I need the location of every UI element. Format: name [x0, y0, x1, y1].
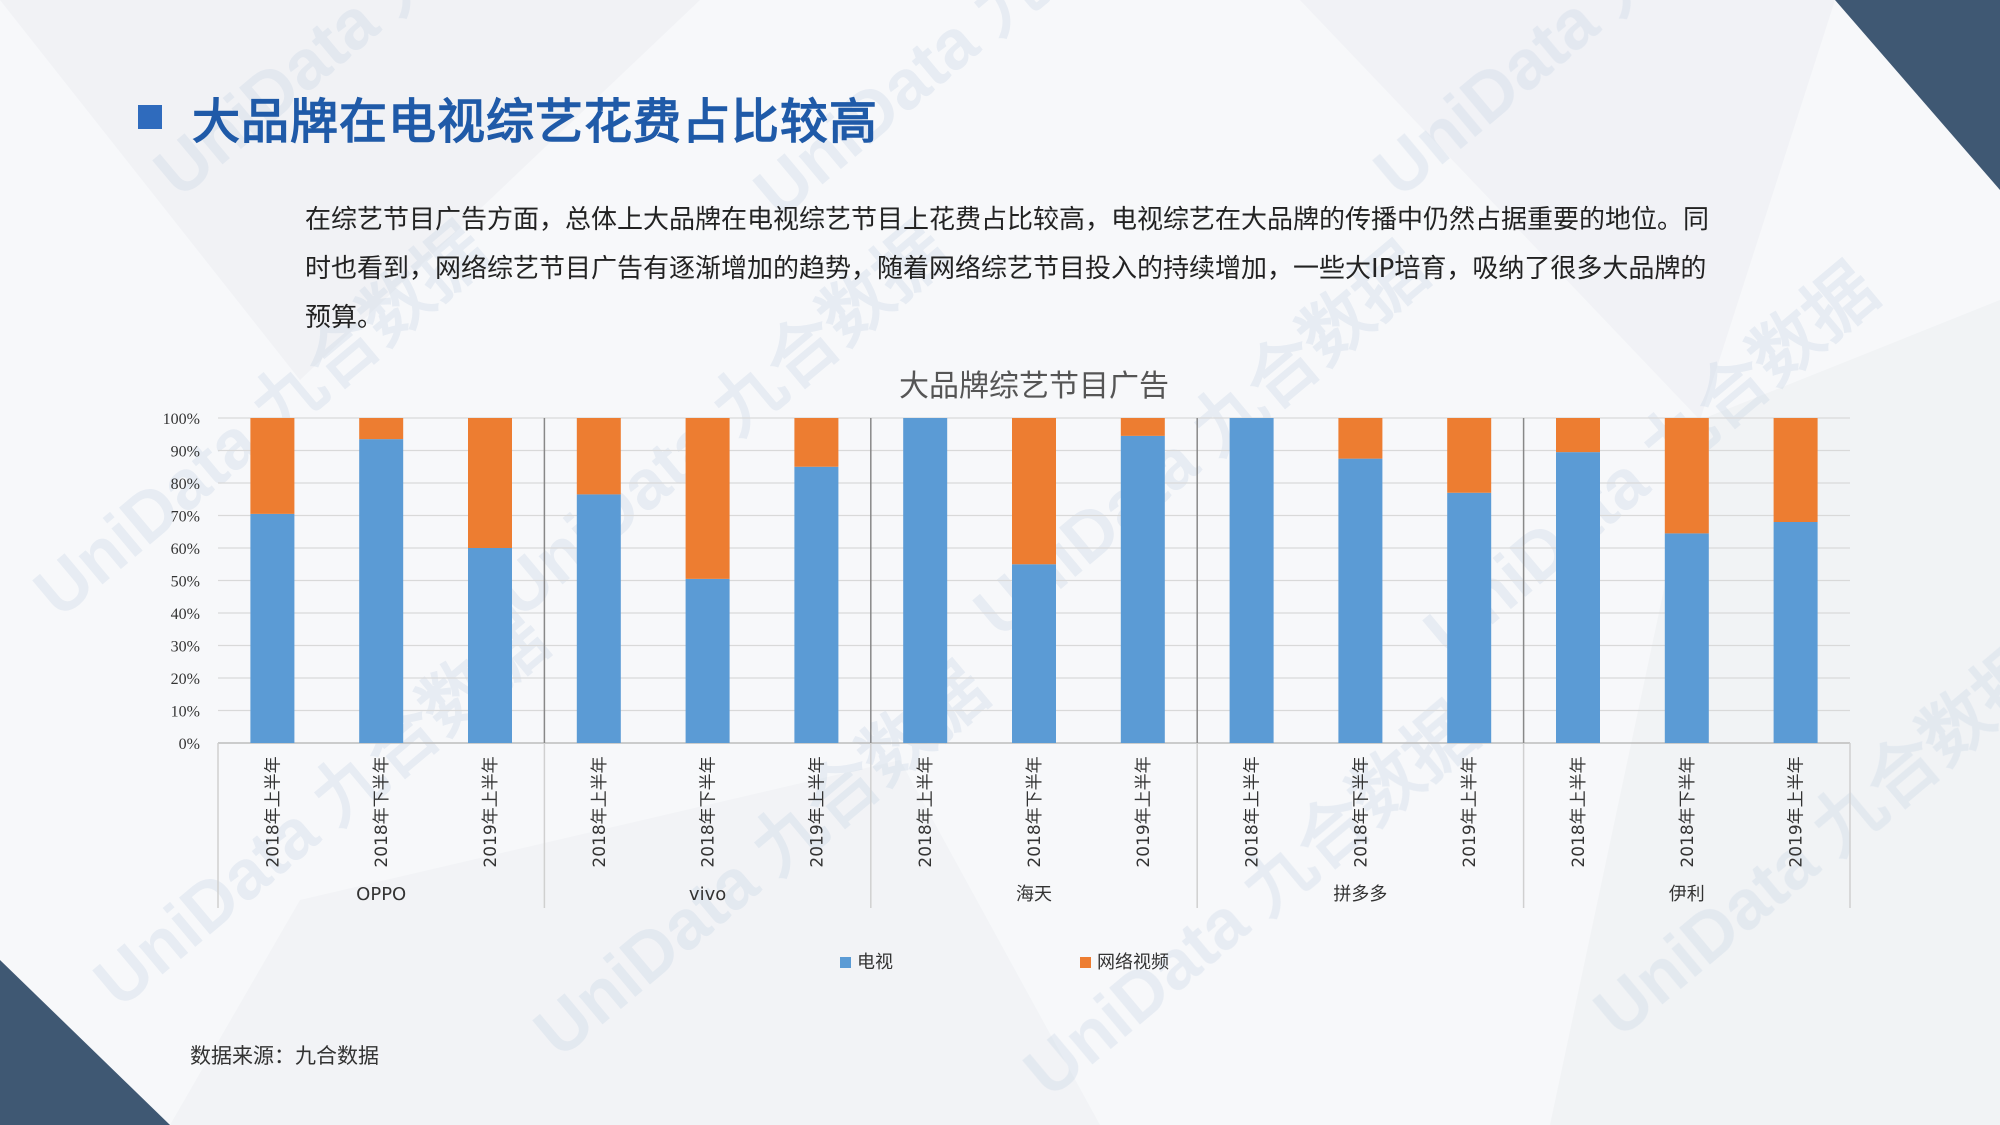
corner-decoration-bottom-left — [0, 960, 170, 1125]
x-tick-label: 2019年上半年 — [1460, 756, 1480, 867]
title-bullet — [138, 105, 162, 129]
legend-swatch — [1080, 957, 1091, 968]
y-tick-label: 30% — [171, 639, 200, 656]
bar-online — [1120, 418, 1165, 436]
bar-tv — [1447, 492, 1492, 743]
y-tick-label: 50% — [171, 574, 200, 591]
description-paragraph: 在综艺节目广告方面，总体上大品牌在电视综艺节目上花费占比较高，电视综艺在大品牌的… — [305, 205, 1710, 333]
bar-tv — [576, 494, 621, 743]
bar-online — [1556, 418, 1600, 453]
bar-tv — [1773, 522, 1818, 743]
bar-tv — [468, 548, 512, 743]
bar-online — [468, 418, 512, 548]
bar-tv — [1338, 458, 1383, 743]
x-tick-label: 2018年上半年 — [590, 756, 610, 867]
bar-tv — [359, 439, 404, 743]
y-tick-label: 40% — [171, 606, 200, 623]
x-tick-label: 2019年上半年 — [481, 756, 501, 867]
bar-tv — [1120, 435, 1165, 743]
page-header: 大品牌在电视综艺花费占比较高 — [138, 82, 878, 152]
y-tick-label: 20% — [171, 671, 200, 688]
page-title: 大品牌在电视综艺花费占比较高 — [192, 94, 879, 150]
bar-online — [1447, 418, 1492, 493]
x-tick-label: 2018年上半年 — [916, 756, 936, 867]
group-label: 海天 — [1016, 884, 1052, 905]
bar-online — [359, 418, 404, 440]
x-tick-label: 2019年上半年 — [807, 756, 827, 867]
bar-online — [685, 418, 730, 579]
bar-tv — [794, 466, 839, 743]
chart-title: 大品牌综艺节目广告 — [899, 369, 1169, 404]
bar-online — [1338, 418, 1383, 459]
y-tick-label: 0% — [179, 736, 200, 753]
bar-tv — [685, 578, 730, 743]
x-tick-label: 2018年上半年 — [1243, 756, 1263, 867]
bar-tv — [1012, 564, 1056, 743]
legend-label: 网络视频 — [1097, 952, 1169, 973]
x-tick-label: 2018年下半年 — [699, 756, 719, 867]
group-label: 伊利 — [1669, 884, 1705, 905]
bar-tv — [1556, 452, 1600, 743]
bar-online — [250, 418, 295, 514]
x-tick-label: 2019年上半年 — [1787, 756, 1807, 867]
x-tick-label: 2018年下半年 — [1025, 756, 1045, 867]
x-tick-label: 2018年上半年 — [1569, 756, 1589, 867]
bar-online — [1664, 418, 1709, 534]
bar-tv — [903, 418, 948, 743]
legend-label: 电视 — [857, 952, 893, 973]
bar-tv — [250, 513, 295, 743]
group-label: vivo — [689, 884, 726, 905]
y-tick-label: 10% — [171, 704, 200, 721]
bar-tv — [1664, 533, 1709, 743]
y-tick-label: 70% — [171, 509, 200, 526]
bar-online — [794, 418, 839, 467]
bar-tv — [1229, 418, 1274, 743]
bar-online — [576, 418, 621, 495]
x-tick-label: 2018年上半年 — [263, 756, 283, 867]
data-source-note: 数据来源：九合数据 — [190, 1044, 379, 1068]
bar-online — [1773, 418, 1818, 522]
y-tick-label: 100% — [163, 411, 200, 428]
corner-decoration-top-right — [1835, 0, 2000, 190]
x-tick-label: 2018年下半年 — [1351, 756, 1371, 867]
x-tick-label: 2018年下半年 — [372, 756, 392, 867]
y-tick-label: 90% — [171, 444, 200, 461]
y-tick-label: 60% — [171, 541, 200, 558]
bar-online — [1012, 418, 1056, 565]
group-label: 拼多多 — [1333, 884, 1387, 905]
y-tick-label: 80% — [171, 476, 200, 493]
x-tick-label: 2018年下半年 — [1678, 756, 1698, 867]
group-label: OPPO — [356, 884, 406, 905]
x-tick-label: 2019年上半年 — [1134, 756, 1154, 867]
legend-swatch — [840, 957, 851, 968]
